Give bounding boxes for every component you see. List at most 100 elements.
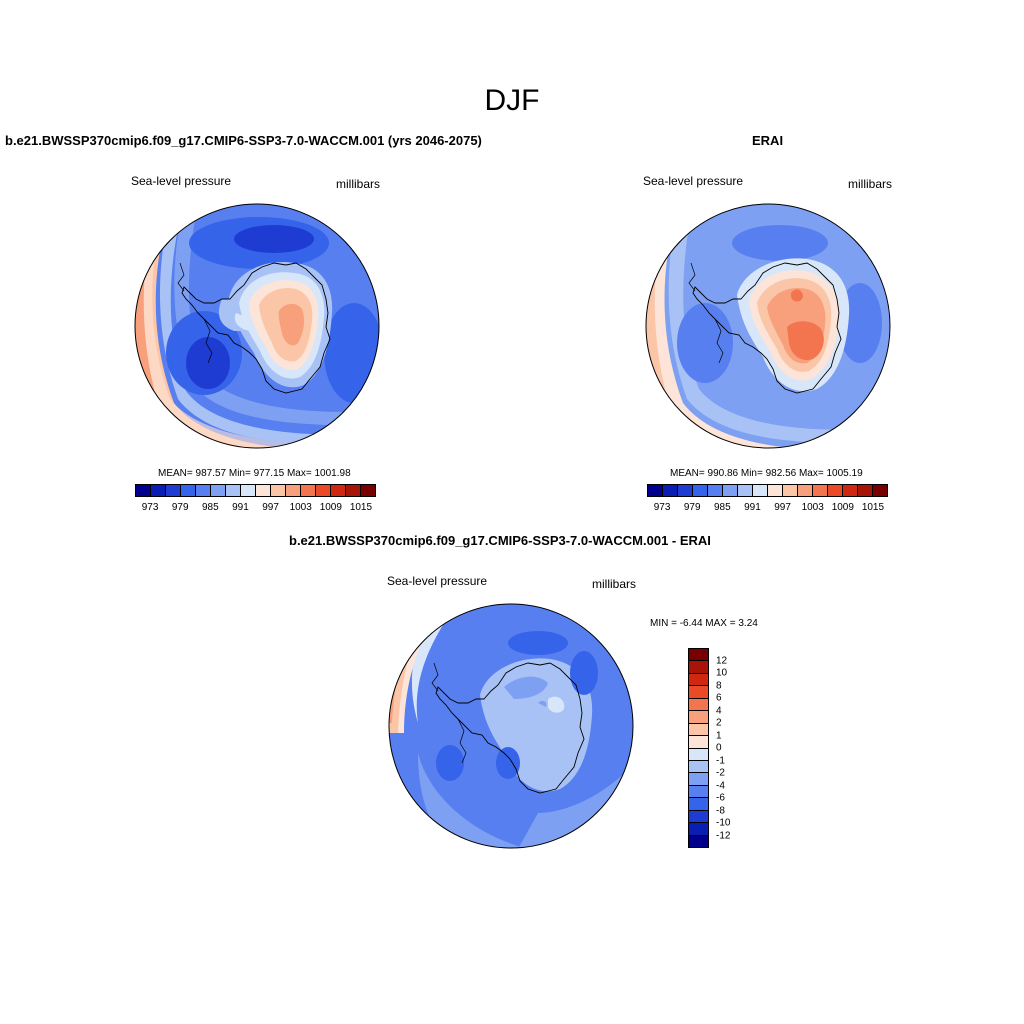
colorbar-tick-label: 12 xyxy=(716,655,728,666)
colorbar-tick-label: -4 xyxy=(716,780,725,791)
colorbar-tick-label: 1003 xyxy=(289,502,312,513)
model-colorbar xyxy=(135,484,376,497)
colorbar-tick-label: 1015 xyxy=(861,502,885,513)
colorbar-swatch xyxy=(843,485,858,496)
colorbar-tick-label: 991 xyxy=(232,502,249,513)
colorbar-swatch xyxy=(708,485,723,496)
colorbar-swatch xyxy=(678,485,693,496)
colorbar-tick-label: 979 xyxy=(171,502,189,513)
obs-panel-title: ERAI xyxy=(752,133,784,148)
colorbar-swatch xyxy=(648,485,663,496)
colorbar-swatch xyxy=(689,748,708,761)
colorbar-swatch xyxy=(211,485,226,496)
colorbar-swatch xyxy=(689,711,708,724)
colorbar-tick-label: -1 xyxy=(716,755,725,766)
colorbar-swatch xyxy=(331,485,346,496)
colorbar-swatch xyxy=(241,485,256,496)
model-stats: MEAN= 987.57 Min= 977.15 Max= 1001.98 xyxy=(158,468,351,479)
colorbar-swatch xyxy=(256,485,271,496)
colorbar-swatch xyxy=(346,485,361,496)
colorbar-swatch xyxy=(689,835,708,847)
colorbar-tick-label: 4 xyxy=(716,705,722,716)
model-colorbar-ticks: 973 979 985 991 997 1003 1009 1015 xyxy=(135,502,376,514)
colorbar-tick-label: 973 xyxy=(653,502,671,513)
colorbar-swatch xyxy=(689,661,708,674)
colorbar-tick-label: 1003 xyxy=(801,502,824,513)
colorbar-tick-label: 1 xyxy=(716,730,722,741)
colorbar-swatch xyxy=(768,485,783,496)
colorbar-tick-label: 8 xyxy=(716,680,722,691)
colorbar-swatch xyxy=(151,485,166,496)
obs-colorbar xyxy=(647,484,888,497)
colorbar-tick-label: 973 xyxy=(141,502,159,513)
colorbar-tick-label: 6 xyxy=(716,692,722,704)
colorbar-swatch xyxy=(783,485,798,496)
colorbar-tick-label: 2 xyxy=(716,717,722,729)
colorbar-tick-label: 979 xyxy=(683,502,701,513)
model-variable-label: Sea-level pressure xyxy=(131,174,232,188)
model-panel-title: b.e21.BWSSP370cmip6.f09_g17.CMIP6-SSP3-7… xyxy=(5,133,482,148)
colorbar-swatch xyxy=(873,485,887,496)
colorbar-swatch xyxy=(196,485,211,496)
colorbar-swatch xyxy=(689,686,708,699)
colorbar-swatch xyxy=(828,485,843,496)
colorbar-swatch xyxy=(663,485,678,496)
colorbar-tick-label: -12 xyxy=(716,830,731,841)
colorbar-swatch xyxy=(753,485,768,496)
colorbar-swatch xyxy=(689,673,708,687)
colorbar-swatch xyxy=(689,649,708,662)
colorbar-swatch xyxy=(689,723,708,737)
diff-stats: MIN = -6.44 MAX = 3.24 xyxy=(650,618,758,629)
colorbar-swatch xyxy=(301,485,316,496)
colorbar-tick-label: 0 xyxy=(716,742,722,754)
diff-colorbar-ticks: 12 10 8 6 4 2 1 0 -1 -2 -4 -6 -8 -10 -12 xyxy=(716,648,756,848)
obs-polar-map xyxy=(645,203,891,449)
colorbar-tick-label: 1009 xyxy=(831,502,854,513)
colorbar-tick-label: 991 xyxy=(744,502,761,513)
colorbar-swatch xyxy=(693,485,708,496)
colorbar-tick-label: 985 xyxy=(201,502,219,513)
colorbar-tick-label: 1015 xyxy=(349,502,373,513)
colorbar-tick-label: -6 xyxy=(716,792,725,804)
diff-polar-map xyxy=(388,603,634,849)
colorbar-tick-label: -8 xyxy=(716,805,725,816)
colorbar-swatch xyxy=(738,485,753,496)
colorbar-tick-label: -2 xyxy=(716,767,725,779)
diff-panel-title: b.e21.BWSSP370cmip6.f09_g17.CMIP6-SSP3-7… xyxy=(289,533,711,548)
obs-colorbar-ticks: 973 979 985 991 997 1003 1009 1015 xyxy=(647,502,888,514)
colorbar-swatch xyxy=(813,485,828,496)
colorbar-swatch xyxy=(689,698,708,712)
colorbar-swatch xyxy=(271,485,286,496)
diff-units-label: millibars xyxy=(592,577,637,591)
obs-stats: MEAN= 990.86 Min= 982.56 Max= 1005.19 xyxy=(670,468,863,479)
model-polar-map xyxy=(134,203,380,449)
colorbar-swatch xyxy=(689,823,708,836)
colorbar-swatch xyxy=(689,760,708,774)
diff-colorbar xyxy=(688,648,709,848)
colorbar-swatch xyxy=(689,773,708,786)
colorbar-swatch xyxy=(689,785,708,799)
colorbar-swatch xyxy=(858,485,873,496)
colorbar-swatch xyxy=(286,485,301,496)
colorbar-tick-label: 997 xyxy=(262,502,279,513)
colorbar-swatch xyxy=(798,485,813,496)
colorbar-swatch xyxy=(166,485,181,496)
colorbar-swatch xyxy=(361,485,375,496)
colorbar-tick-label: 985 xyxy=(713,502,731,513)
colorbar-tick-label: 10 xyxy=(716,667,728,679)
colorbar-swatch xyxy=(689,798,708,811)
colorbar-swatch xyxy=(723,485,738,496)
obs-variable-label: Sea-level pressure xyxy=(643,174,744,188)
model-units-label: millibars xyxy=(336,177,381,191)
colorbar-tick-label: 1009 xyxy=(319,502,342,513)
colorbar-tick-label: 997 xyxy=(774,502,791,513)
colorbar-swatch xyxy=(226,485,241,496)
colorbar-swatch xyxy=(689,810,708,824)
obs-units-label: millibars xyxy=(848,177,893,191)
colorbar-swatch xyxy=(689,736,708,749)
figure-title: DJF xyxy=(484,84,540,117)
colorbar-swatch xyxy=(316,485,331,496)
colorbar-tick-label: -10 xyxy=(716,817,731,829)
diff-variable-label: Sea-level pressure xyxy=(387,574,488,588)
colorbar-swatch xyxy=(181,485,196,496)
